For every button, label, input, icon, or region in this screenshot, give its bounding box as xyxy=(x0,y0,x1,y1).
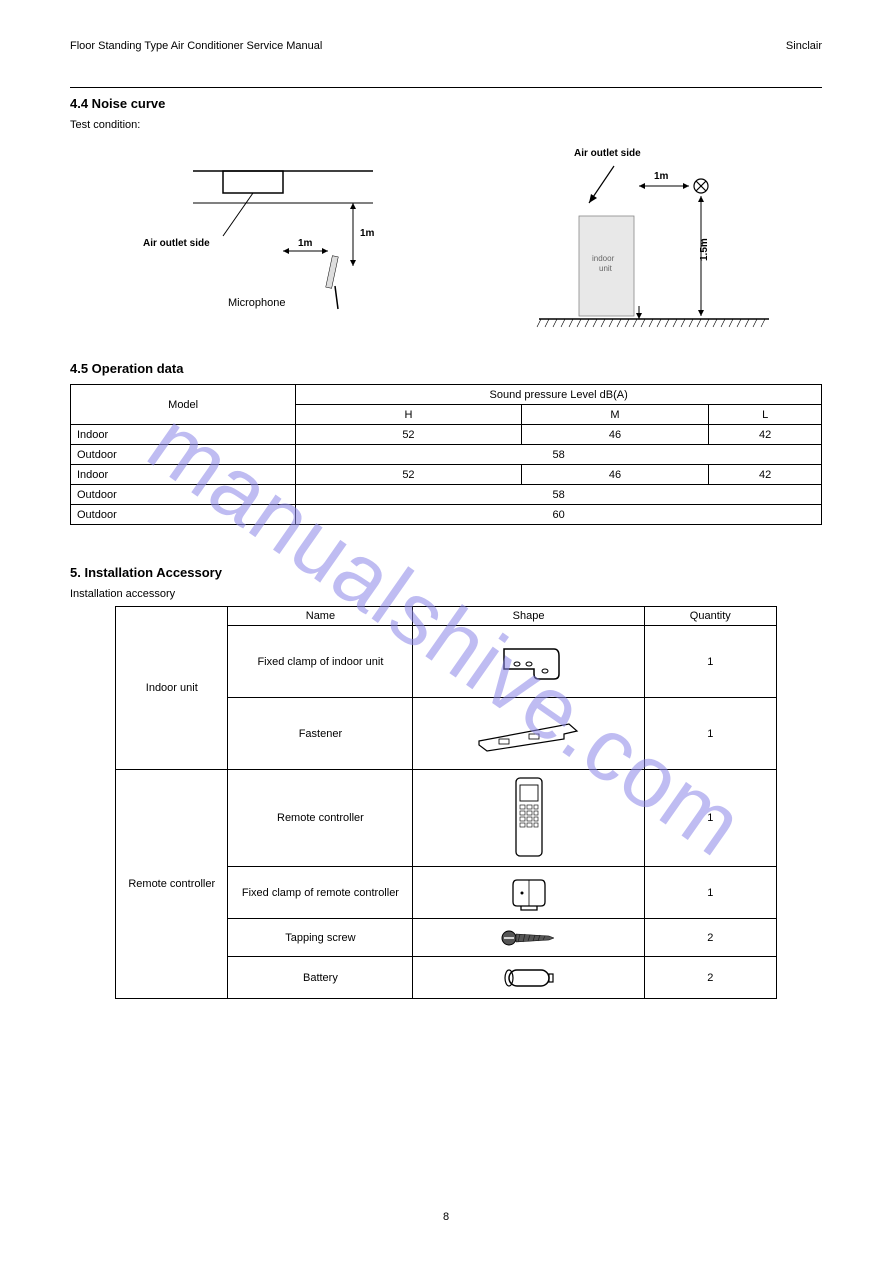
fastener-icon xyxy=(469,709,589,759)
install-group-remote: Remote controller xyxy=(116,770,228,999)
page-header: Floor Standing Type Air Conditioner Serv… xyxy=(70,40,822,52)
sound-table: Model Sound pressure Level dB(A) H M L I… xyxy=(70,384,822,525)
sound-th-model: Model xyxy=(71,385,296,425)
holder-icon xyxy=(499,870,559,915)
diagram-right-airoutlet: Air outlet side xyxy=(574,148,641,159)
install-table-header: Installation accessory xyxy=(70,588,822,600)
page-number: 8 xyxy=(0,1211,892,1223)
section-sound-title: 4.5 Operation data xyxy=(70,361,822,376)
table-row: Indoor 52 46 42 xyxy=(71,465,822,485)
header-right: Sinclair xyxy=(786,40,822,52)
battery-icon xyxy=(494,960,564,995)
diagram-outdoor-svg: Air outlet side 1m 1.5m indoor unit xyxy=(479,141,779,341)
diagram-left-1m-v: 1m xyxy=(360,228,375,239)
diagram-left-mic: Microphone xyxy=(228,297,285,309)
install-group-indoor: Indoor unit xyxy=(116,607,228,770)
remote-icon xyxy=(504,773,554,863)
section-noise-subtitle: Test condition: xyxy=(70,119,822,131)
header-left: Floor Standing Type Air Conditioner Serv… xyxy=(70,40,322,52)
table-row: Indoor unit Name Shape Quantity xyxy=(116,607,777,626)
sound-th-l: L xyxy=(709,405,822,425)
diagram-indoor-svg: Air outlet side 1m 1m Microphone xyxy=(113,141,393,341)
svg-text:unit: unit xyxy=(599,264,613,273)
screw-icon xyxy=(494,923,564,953)
sound-th-sound: Sound pressure Level dB(A) xyxy=(296,385,822,405)
table-row: Remote controller Remote controller 1 xyxy=(116,770,777,867)
diagram-right-1m-h: 1m xyxy=(654,171,669,182)
sound-th-h: H xyxy=(296,405,521,425)
diagrams-row: Air outlet side 1m 1m Microphone Air out… xyxy=(70,141,822,341)
table-row: Indoor 52 46 42 xyxy=(71,425,822,445)
diagram-indoor: Air outlet side 1m 1m Microphone xyxy=(113,141,393,341)
header-rule xyxy=(70,87,822,88)
svg-text:indoor: indoor xyxy=(592,254,615,263)
table-row: Outdoor 60 xyxy=(71,505,822,525)
diagram-left-1m-h: 1m xyxy=(298,238,313,249)
diagram-right-1-5m: 1.5m xyxy=(699,238,710,261)
section-install-title: 5. Installation Accessory xyxy=(70,565,822,580)
section-noise-title: 4.4 Noise curve xyxy=(70,96,822,111)
clamp-icon xyxy=(489,634,569,689)
table-row: Outdoor 58 xyxy=(71,445,822,465)
diagram-left-airoutlet: Air outlet side xyxy=(143,238,210,249)
table-row: Outdoor 58 xyxy=(71,485,822,505)
sound-th-m: M xyxy=(521,405,709,425)
install-table: Indoor unit Name Shape Quantity Fixed cl… xyxy=(115,606,777,999)
diagram-outdoor: Air outlet side 1m 1.5m indoor unit xyxy=(479,141,779,341)
